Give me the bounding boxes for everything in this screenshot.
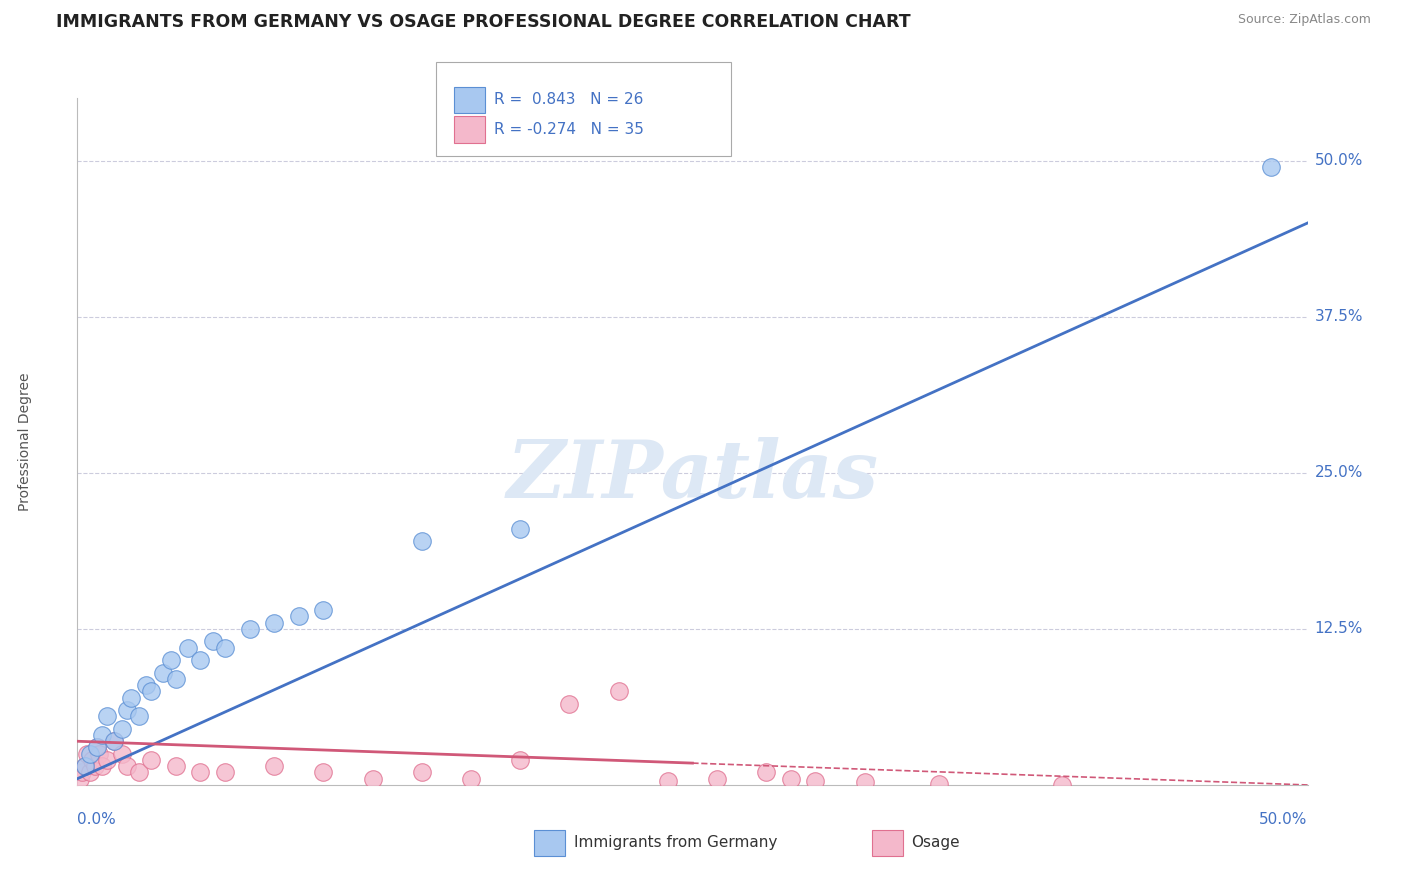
- Point: [73, 759, 96, 773]
- Point: [201, 634, 224, 648]
- Point: [141, 753, 163, 767]
- Point: [115, 759, 138, 773]
- Text: IMMIGRANTS FROM GERMANY VS OSAGE PROFESSIONAL DEGREE CORRELATION CHART: IMMIGRANTS FROM GERMANY VS OSAGE PROFESS…: [56, 13, 911, 31]
- Point: [755, 765, 778, 780]
- Point: [141, 684, 163, 698]
- Text: Professional Degree: Professional Degree: [18, 372, 32, 511]
- Point: [86, 740, 108, 755]
- Point: [509, 753, 531, 767]
- Point: [1050, 778, 1073, 792]
- Point: [79, 765, 101, 780]
- Point: [82, 753, 104, 767]
- Point: [111, 722, 132, 736]
- Point: [706, 772, 728, 786]
- Text: 50.0%: 50.0%: [1260, 812, 1308, 827]
- Point: [69, 772, 91, 786]
- Text: 12.5%: 12.5%: [1315, 622, 1362, 636]
- Point: [152, 665, 174, 680]
- Point: [76, 747, 98, 761]
- Point: [103, 734, 125, 748]
- Point: [96, 709, 118, 723]
- Point: [312, 765, 335, 780]
- Point: [263, 759, 285, 773]
- Text: Osage: Osage: [911, 836, 960, 850]
- Point: [804, 774, 827, 789]
- Point: [79, 747, 101, 761]
- Point: [73, 759, 96, 773]
- Point: [188, 765, 212, 780]
- Point: [165, 759, 187, 773]
- Text: Immigrants from Germany: Immigrants from Germany: [574, 836, 778, 850]
- Point: [90, 759, 114, 773]
- Point: [160, 653, 183, 667]
- Point: [214, 640, 236, 655]
- Text: Source: ZipAtlas.com: Source: ZipAtlas.com: [1237, 13, 1371, 27]
- Point: [111, 747, 132, 761]
- Point: [115, 703, 138, 717]
- Text: 0.0%: 0.0%: [77, 812, 117, 827]
- Point: [312, 603, 335, 617]
- Point: [411, 534, 433, 549]
- Point: [607, 684, 630, 698]
- Text: 50.0%: 50.0%: [1315, 153, 1362, 168]
- Text: 37.5%: 37.5%: [1315, 310, 1362, 324]
- Point: [214, 765, 236, 780]
- Point: [1260, 160, 1282, 174]
- Point: [188, 653, 212, 667]
- Text: R =  0.843   N = 26: R = 0.843 N = 26: [494, 93, 643, 107]
- Point: [853, 775, 876, 789]
- Point: [460, 772, 482, 786]
- Point: [657, 774, 679, 789]
- Point: [288, 609, 311, 624]
- Point: [509, 522, 531, 536]
- Text: ZIPatlas: ZIPatlas: [506, 437, 879, 515]
- Point: [928, 777, 950, 791]
- Point: [361, 772, 384, 786]
- Point: [89, 747, 111, 761]
- Point: [121, 690, 143, 705]
- Point: [90, 728, 114, 742]
- Point: [177, 640, 200, 655]
- Point: [411, 765, 433, 780]
- Point: [239, 622, 262, 636]
- Point: [103, 734, 125, 748]
- Point: [128, 765, 150, 780]
- Text: 25.0%: 25.0%: [1315, 466, 1362, 480]
- Point: [165, 672, 187, 686]
- Text: R = -0.274   N = 35: R = -0.274 N = 35: [494, 122, 644, 136]
- Point: [558, 697, 581, 711]
- Point: [83, 759, 105, 773]
- Point: [70, 765, 93, 780]
- Point: [128, 709, 150, 723]
- Point: [96, 753, 118, 767]
- Point: [780, 772, 803, 786]
- Point: [86, 740, 108, 755]
- Point: [263, 615, 285, 630]
- Point: [135, 678, 157, 692]
